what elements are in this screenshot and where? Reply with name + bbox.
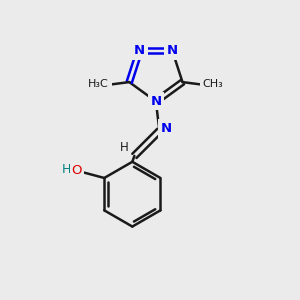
Text: H₃C: H₃C xyxy=(88,80,109,89)
Text: N: N xyxy=(134,44,145,57)
Text: CH₃: CH₃ xyxy=(203,80,224,89)
Text: N: N xyxy=(160,122,172,135)
Text: H: H xyxy=(62,163,72,176)
Text: N: N xyxy=(167,44,178,57)
Text: N: N xyxy=(150,95,161,108)
Text: H: H xyxy=(120,141,128,154)
Text: O: O xyxy=(72,164,82,177)
